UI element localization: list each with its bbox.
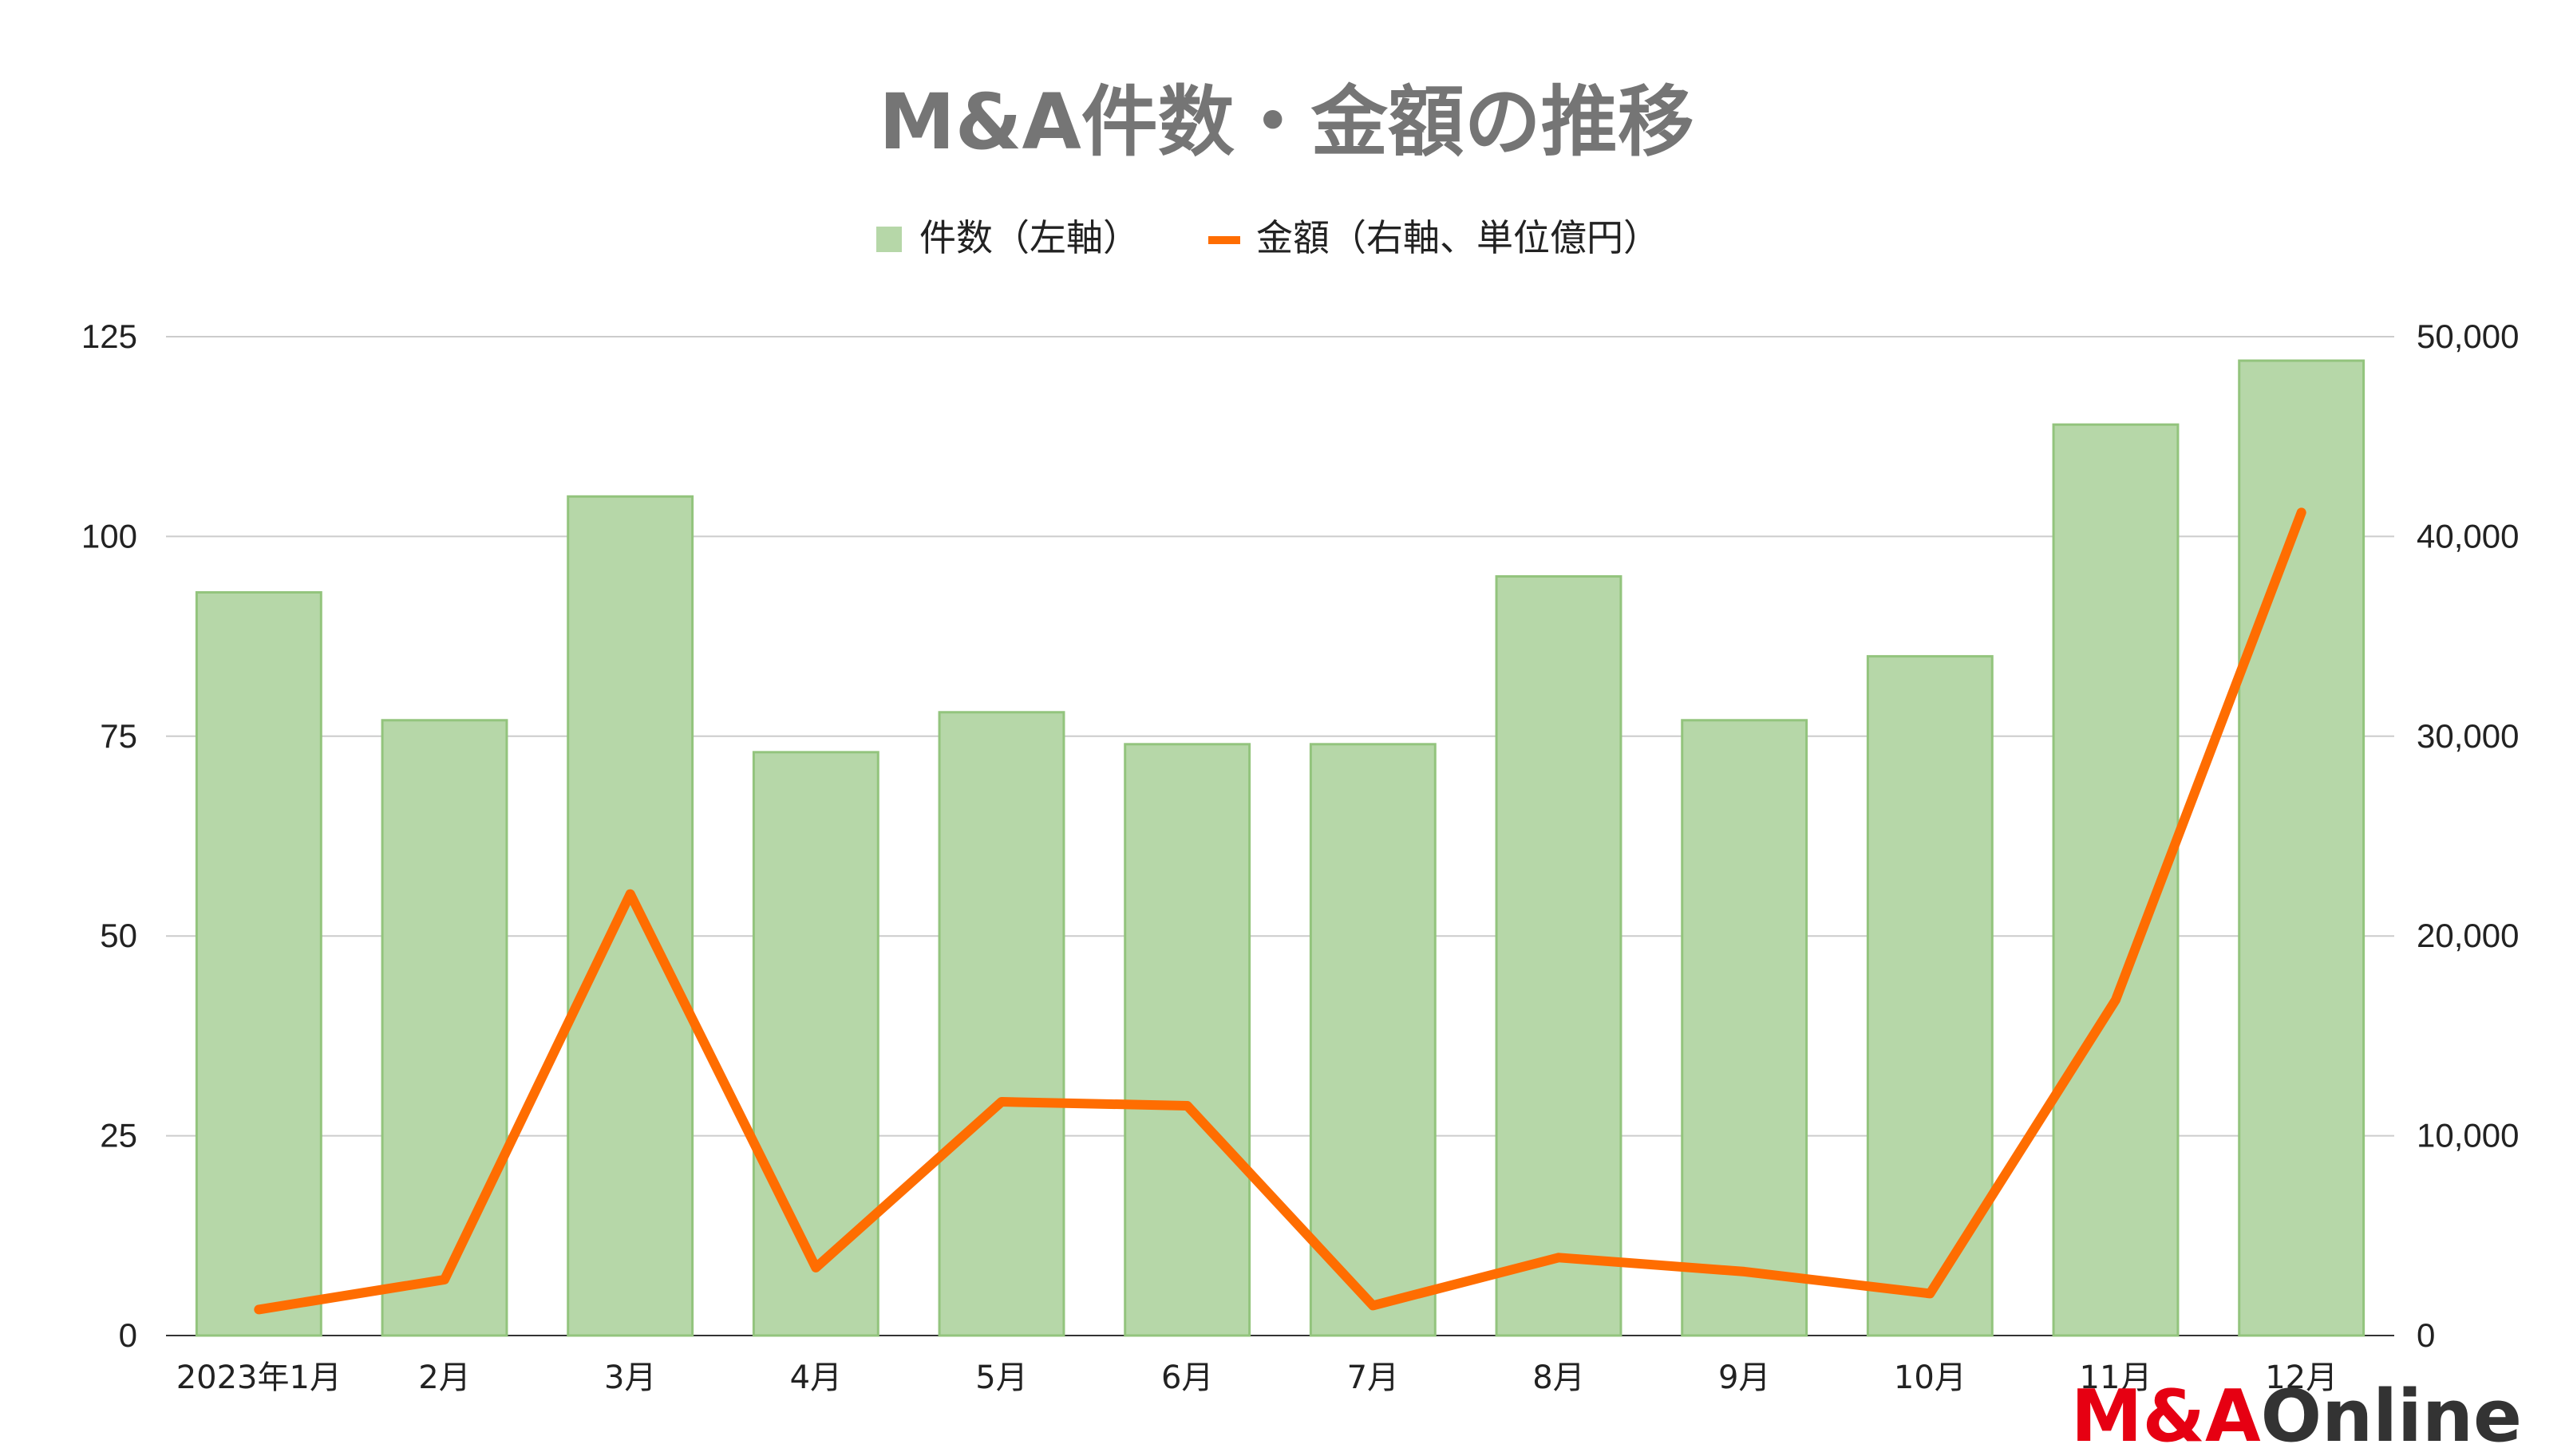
line-point [813, 1265, 819, 1270]
right-axis: 0 10,000 20,000 30,000 40,000 50,000 [2417, 318, 2519, 1354]
bar [381, 719, 508, 1337]
chart-title: M&A件数・金額の推移 [879, 77, 1694, 167]
series-line [254, 507, 2306, 1315]
bar [1866, 655, 1994, 1337]
x-tick-label: 10月 [1894, 1359, 1966, 1396]
line-point [1556, 1255, 1561, 1261]
left-axis: 0 25 50 75 100 125 [81, 318, 137, 1354]
x-tick-label: 4月 [790, 1359, 842, 1396]
bar [1124, 743, 1251, 1337]
legend-swatch-line [1208, 236, 1240, 244]
y-right-tick-label: 30,000 [2417, 717, 2519, 755]
line-point [1184, 1103, 1190, 1109]
bar [195, 591, 322, 1337]
legend-label-line: 金額（右軸、単位億円） [1256, 216, 1660, 259]
line-point [2298, 510, 2304, 515]
y-left-tick-label: 0 [119, 1316, 137, 1354]
x-tick-label: 3月 [604, 1359, 656, 1396]
line-point [442, 1276, 447, 1282]
line-point [256, 1307, 262, 1312]
line-point [1370, 1303, 1376, 1308]
legend-label-bar: 件数（左軸） [919, 216, 1140, 259]
line-point [627, 891, 633, 897]
bar [938, 711, 1065, 1337]
y-left-tick-label: 50 [100, 917, 137, 954]
legend: 件数（左軸） 金額（右軸、単位億円） [876, 216, 1660, 259]
x-axis: 2023年1月 2月 3月 4月 5月 6月 7月 8月 9月 10月 11月 12月 [176, 1359, 2338, 1396]
x-tick-label: 5月 [975, 1359, 1027, 1396]
x-tick-label: 9月 [1718, 1359, 1770, 1396]
bar [1495, 574, 1622, 1337]
y-right-tick-label: 10,000 [2417, 1117, 2519, 1154]
legend-swatch-bar [876, 227, 902, 252]
bar [1681, 719, 1808, 1337]
bar [2238, 359, 2366, 1337]
y-left-tick-label: 75 [100, 717, 137, 755]
y-right-tick-label: 40,000 [2417, 517, 2519, 554]
gridlines [166, 336, 2394, 1336]
line-point [1927, 1291, 1933, 1296]
brand-logo: M&AOnline [2071, 1375, 2522, 1456]
y-right-tick-label: 50,000 [2417, 318, 2519, 355]
line-series [254, 507, 2306, 1315]
bar [567, 495, 694, 1337]
bar-series [195, 359, 2366, 1337]
y-left-tick-label: 125 [81, 318, 137, 355]
x-tick-label: 2月 [418, 1359, 470, 1396]
x-tick-label: 11月 [2080, 1359, 2152, 1396]
bar [752, 751, 879, 1337]
x-tick-label: 6月 [1161, 1359, 1213, 1396]
y-right-tick-label: 20,000 [2417, 917, 2519, 954]
line-point [999, 1099, 1004, 1105]
x-tick-label: 12月 [2265, 1359, 2338, 1396]
line-point [2113, 997, 2118, 1003]
x-tick-label: 7月 [1347, 1359, 1399, 1396]
y-left-tick-label: 25 [100, 1117, 137, 1154]
line-point [1741, 1269, 1747, 1274]
x-tick-label: 8月 [1532, 1359, 1584, 1396]
y-left-tick-label: 100 [81, 517, 137, 554]
y-right-tick-label: 0 [2417, 1316, 2435, 1354]
x-tick-label: 2023年1月 [176, 1359, 342, 1396]
bar [1309, 743, 1437, 1337]
